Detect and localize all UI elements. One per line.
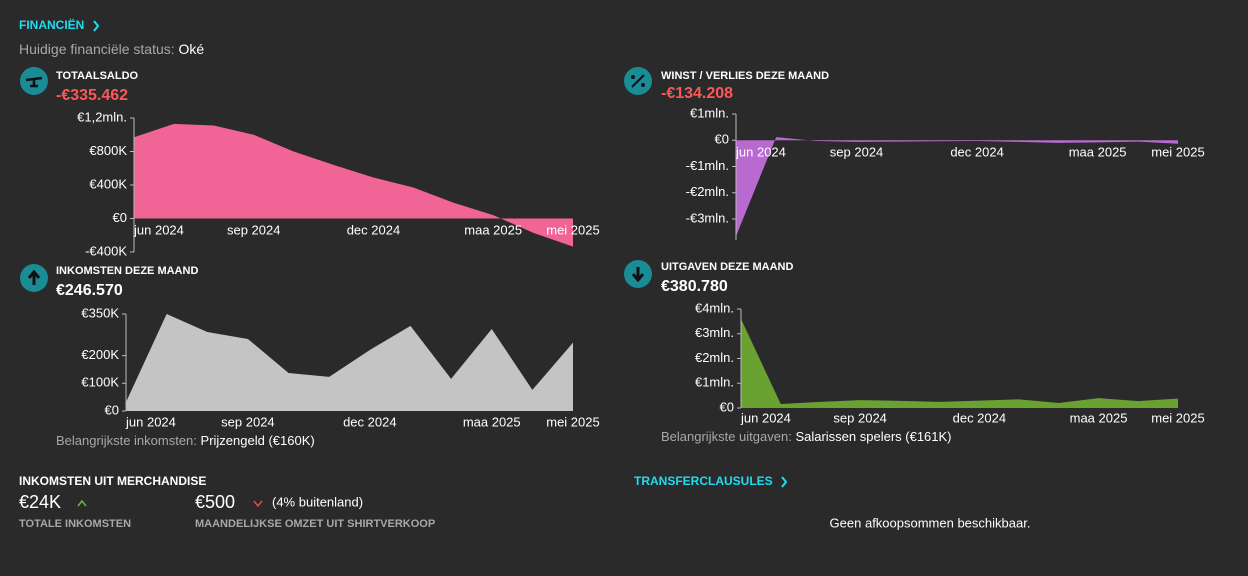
x-tick-label: jun 2024 xyxy=(125,414,176,429)
area xyxy=(134,123,573,247)
x-tick-label: dec 2024 xyxy=(953,410,1007,425)
x-tick-label: jun 2024 xyxy=(735,144,786,159)
y-tick-label: €200K xyxy=(81,347,119,362)
chart-headline: €380.780 xyxy=(661,278,728,295)
y-tick-label: €100K xyxy=(81,375,119,390)
transfer-message: Geen afkoopsommen beschikbaar. xyxy=(830,515,1031,530)
chevron xyxy=(781,476,788,488)
merch-monthly-label: MAANDELIJKSE OMZET UIT SHIRTVERKOOP xyxy=(195,518,435,530)
y-tick-label: €800K xyxy=(89,143,127,158)
icon-glyph xyxy=(641,83,645,87)
x-tick-label: mei 2025 xyxy=(546,222,599,237)
x-tick-label: mei 2025 xyxy=(1151,410,1204,425)
chart-title: TOTAALSALDO xyxy=(56,70,139,82)
chart-note: Belangrijkste inkomsten: Prijzengeld (€1… xyxy=(56,433,315,448)
icon-glyph xyxy=(631,75,635,79)
icons xyxy=(20,67,652,292)
merch-total-label: TOTALE INKOMSTEN xyxy=(19,518,131,530)
chart-title: UITGAVEN DEZE MAAND xyxy=(661,261,793,273)
note-label: Belangrijkste uitgaven: xyxy=(661,429,792,444)
x-tick-label: sep 2024 xyxy=(830,144,884,159)
note-value: Prijzengeld (€160K) xyxy=(201,433,315,448)
y-tick-label: €0 xyxy=(720,399,734,414)
x-tick-label: maa 2025 xyxy=(464,222,522,237)
y-tick-label: €1,2mln. xyxy=(77,109,127,124)
x-tick-label: jun 2024 xyxy=(740,410,791,425)
icon-glyph xyxy=(27,269,41,285)
x-tick-label: maa 2025 xyxy=(1069,144,1127,159)
merch-monthly-note: (4% buitenland) xyxy=(272,494,363,509)
y-tick-label: €0 xyxy=(715,132,729,147)
section-title[interactable]: FINANCIËN xyxy=(19,17,84,32)
chart-title: INKOMSTEN DEZE MAAND xyxy=(56,265,198,277)
merch-total: €24K xyxy=(19,492,61,512)
merch-monthly: €500 xyxy=(195,492,235,512)
y-tick-label: -€1mln. xyxy=(686,158,729,173)
x-tick-label: dec 2024 xyxy=(347,222,401,237)
chart-headline: -€134.208 xyxy=(661,85,733,102)
x-tick-label: sep 2024 xyxy=(833,410,887,425)
y-tick-label: €1mln. xyxy=(695,375,734,390)
x-tick-label: mei 2025 xyxy=(546,414,599,429)
chart-title: WINST / VERLIES DEZE MAAND xyxy=(661,70,829,82)
x-tick-label: sep 2024 xyxy=(221,414,275,429)
transfer-title[interactable]: TRANSFERCLAUSULES xyxy=(634,474,773,488)
x-tick-label: mei 2025 xyxy=(1151,144,1204,159)
chevron xyxy=(93,20,100,32)
y-tick-label: -€2mln. xyxy=(686,184,729,199)
status-label: Huidige financiële status: xyxy=(19,41,175,57)
y-tick-label: €2mln. xyxy=(695,350,734,365)
x-tick-label: sep 2024 xyxy=(227,222,281,237)
y-tick-label: €350K xyxy=(81,305,119,320)
y-tick-label: -€3mln. xyxy=(686,210,729,225)
x-tick-label: dec 2024 xyxy=(343,414,397,429)
y-tick-label: €3mln. xyxy=(695,325,734,340)
area xyxy=(126,314,573,411)
icon-glyph xyxy=(631,267,645,283)
chart-headline: -€335.462 xyxy=(56,87,128,104)
x-tick-label: jun 2024 xyxy=(133,222,184,237)
y-tick-label: -€400K xyxy=(85,243,127,258)
status-value: Oké xyxy=(179,41,205,57)
merch-title: INKOMSTEN UIT MERCHANDISE xyxy=(19,474,206,488)
icon-glyph xyxy=(631,74,645,88)
status: Huidige financiële status: Oké xyxy=(19,41,204,57)
y-tick-label: €0 xyxy=(113,210,127,225)
y-tick-label: €1mln. xyxy=(690,105,729,120)
note-value: Salarissen spelers (€161K) xyxy=(795,429,951,444)
x-tick-label: maa 2025 xyxy=(1070,410,1128,425)
y-tick-label: €400K xyxy=(89,176,127,191)
y-tick-label: €0 xyxy=(105,402,119,417)
up-caret xyxy=(77,499,87,507)
down-caret xyxy=(253,500,263,508)
y-tick-label: €4mln. xyxy=(695,300,734,315)
x-tick-label: maa 2025 xyxy=(463,414,521,429)
x-tick-label: dec 2024 xyxy=(950,144,1004,159)
chart-note: Belangrijkste uitgaven: Salarissen spele… xyxy=(661,429,952,444)
note-label: Belangrijkste inkomsten: xyxy=(56,433,197,448)
chart-headline: €246.570 xyxy=(56,282,123,299)
icon-glyph xyxy=(25,76,43,88)
